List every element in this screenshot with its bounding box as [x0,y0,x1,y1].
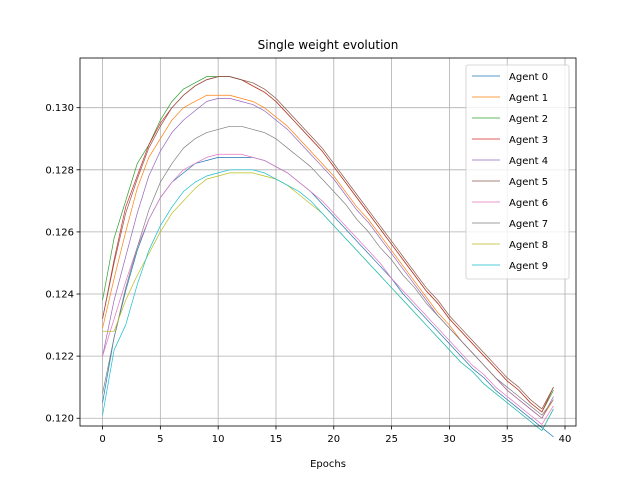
x-tick-label: 40 [559,434,572,445]
legend-label: Agent 5 [509,177,548,188]
y-tick-label: 0.120 [45,414,74,425]
legend-label: Agent 7 [509,219,548,230]
x-axis-title: Epochs [310,459,346,470]
legend: Agent 0 Agent 1 Agent 2 Agent 3 Agent 4 Agent… [465,64,570,280]
legend-label: Agent 8 [509,240,548,251]
legend-label: Agent 4 [509,156,548,167]
legend-label: Agent 1 [509,93,548,104]
y-tick-label: 0.128 [45,165,74,176]
x-tick-label: 35 [501,434,514,445]
x-tick-label: 25 [385,434,398,445]
series-line-agent-7 [102,125,554,416]
series-lines [102,76,554,438]
y-tick-label: 0.126 [45,227,74,238]
legend-label: Agent 0 [509,72,548,83]
series-line-agent-6 [102,153,554,425]
legend-label: Agent 9 [509,261,548,272]
x-axis: 0 5 10 15 20 25 30 35 40 [99,426,571,445]
legend-label: Agent 6 [509,198,548,209]
y-axis: 0.120 0.122 0.124 0.126 0.128 0.130 [45,103,80,425]
y-tick-label: 0.130 [45,103,74,114]
y-tick-label: 0.124 [45,290,74,301]
x-tick-label: 5 [157,434,163,445]
plot-frame [79,57,577,427]
x-tick-label: 0 [99,434,105,445]
x-tick-label: 30 [443,434,456,445]
legend-label: Agent 3 [509,135,548,146]
legend-label: Agent 2 [509,114,548,125]
series-line-agent-0 [102,157,554,438]
series-line-agent-5 [102,76,554,410]
x-tick-label: 15 [270,434,283,445]
series-line-agent-9 [102,169,554,432]
x-tick-label: 10 [212,434,225,445]
legend-box [465,64,570,280]
x-tick-label: 20 [327,434,340,445]
y-tick-label: 0.122 [45,352,74,363]
chart-title: Single weight evolution [258,38,399,52]
